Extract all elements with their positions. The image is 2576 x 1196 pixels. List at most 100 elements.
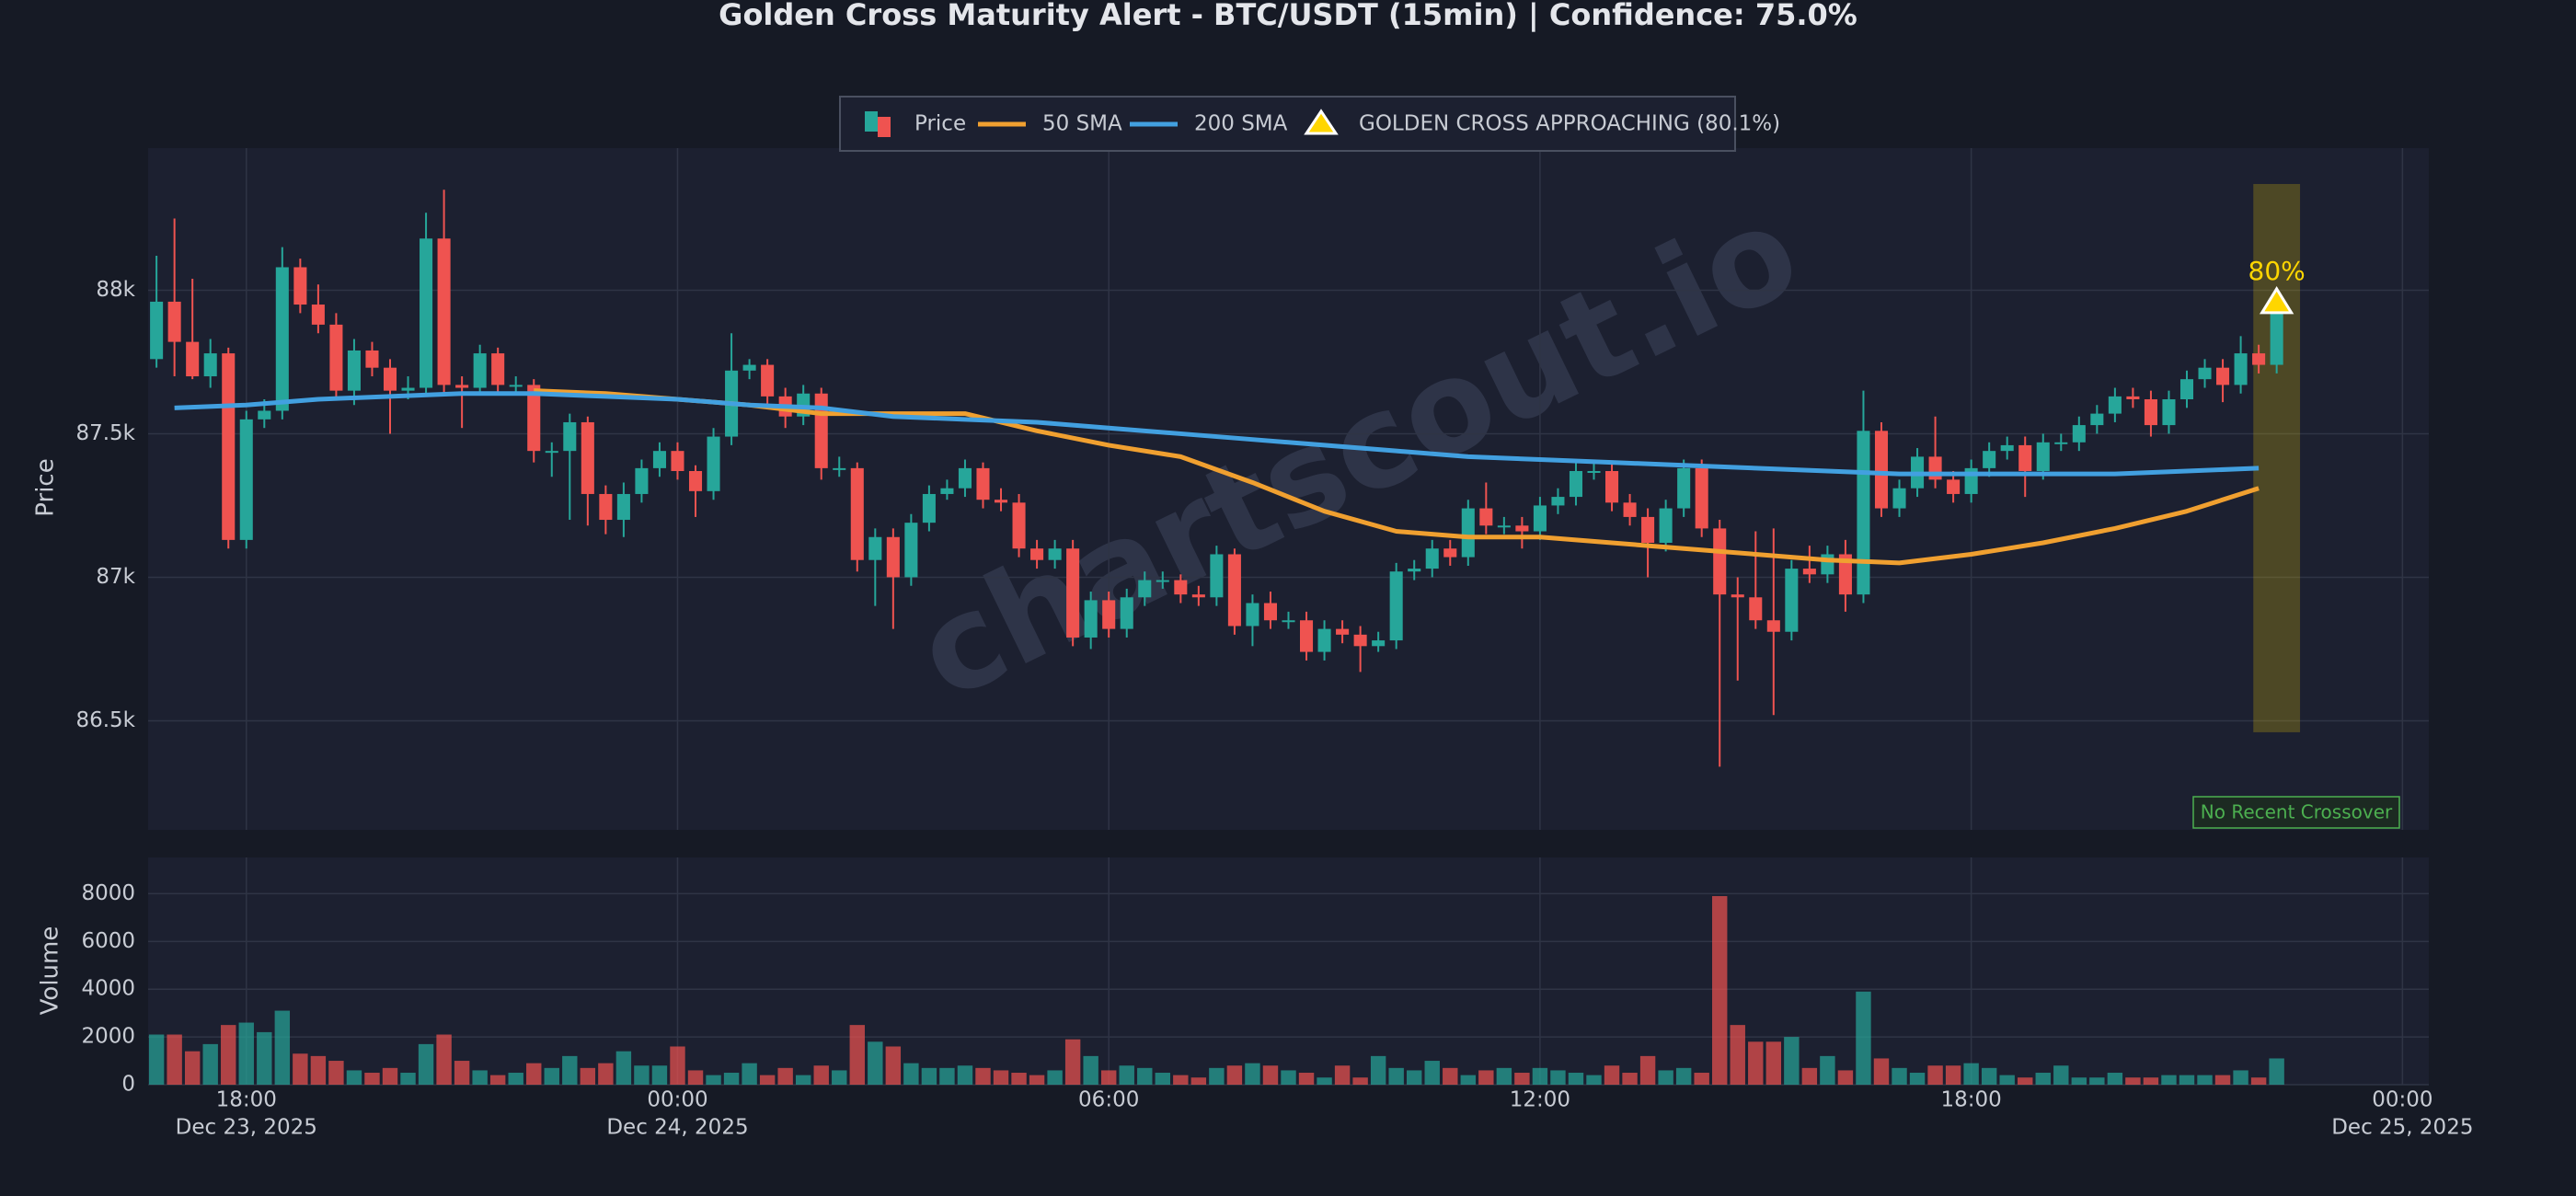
candle-body — [2018, 444, 2032, 471]
candle-body — [922, 493, 936, 523]
volume-bar — [742, 1063, 757, 1085]
candle-body — [1317, 628, 1331, 652]
candle-body — [868, 536, 882, 560]
volume-bar — [1532, 1067, 1548, 1085]
candle-body — [1605, 471, 1619, 503]
volume-bar — [1155, 1073, 1170, 1085]
sma-line — [174, 391, 2260, 477]
candle-body — [1569, 471, 1583, 498]
candle-body — [1857, 431, 1870, 595]
volume-bar — [2197, 1075, 2213, 1085]
y2-tick-label: 8000 — [81, 881, 135, 905]
candle-body — [2090, 413, 2104, 426]
candle-body — [563, 421, 577, 452]
volume-bar — [1550, 1070, 1566, 1085]
volume-bar — [400, 1073, 416, 1085]
y2-tick-label: 2000 — [81, 1025, 135, 1049]
volume-bar — [921, 1067, 937, 1085]
volume-bar — [2143, 1077, 2159, 1085]
candle-body — [1641, 516, 1655, 543]
candle-body — [347, 350, 361, 391]
volume-bar — [2089, 1077, 2105, 1085]
candle-body — [275, 267, 289, 411]
volume-bar — [472, 1070, 488, 1085]
legend-label: 50 SMA — [1042, 112, 1122, 136]
candle-body — [2072, 425, 2086, 443]
candle-body — [167, 301, 181, 342]
candle-body — [1677, 467, 1691, 509]
volume-bar — [1873, 1058, 1890, 1085]
candle-body — [2198, 367, 2212, 380]
candle-body — [833, 467, 846, 470]
candle-body — [616, 493, 630, 521]
volume-bar — [1784, 1037, 1800, 1085]
volume-bar — [903, 1063, 919, 1085]
volume-bar — [832, 1070, 847, 1085]
candle-body — [1120, 597, 1133, 629]
volume-bar — [1765, 1041, 1782, 1085]
legend-label: 200 SMA — [1194, 112, 1288, 136]
volume-bar — [1352, 1077, 1368, 1085]
volume-bar — [1496, 1067, 1512, 1085]
volume-bar — [1317, 1077, 1332, 1085]
candle-body — [652, 451, 666, 468]
volume-bar — [1981, 1067, 1997, 1085]
volume-bar — [993, 1070, 1009, 1085]
candle-body — [958, 467, 972, 489]
y-tick-label: 86.5k — [75, 708, 135, 732]
volume-bar — [2125, 1077, 2141, 1085]
volume-bar — [1173, 1075, 1189, 1085]
candle-body — [2126, 396, 2140, 399]
volume-bar — [580, 1067, 596, 1085]
volume-bar — [526, 1063, 542, 1085]
y2-tick-label: 0 — [121, 1073, 135, 1097]
volume-bar — [2107, 1073, 2123, 1085]
status-text: No Recent Crossover — [2201, 801, 2393, 823]
signal-text: 80% — [2248, 256, 2306, 286]
volume-panel — [148, 857, 2429, 1085]
candle-body — [545, 451, 558, 454]
candle-body — [258, 410, 271, 420]
volume-bar — [1837, 1070, 1854, 1085]
volume-bar — [1245, 1063, 1260, 1085]
volume-bar — [1712, 896, 1728, 1085]
volume-bar — [274, 1010, 291, 1085]
volume-bar — [1748, 1041, 1764, 1085]
candle-body — [1336, 628, 1350, 635]
volume-bar — [868, 1041, 883, 1085]
x-tick-label: 06:00 — [1078, 1088, 1139, 1112]
candle-body — [2144, 399, 2157, 426]
volume-bar — [1999, 1075, 2015, 1085]
volume-bar — [544, 1067, 559, 1085]
signal-band — [2253, 184, 2301, 732]
candle-body — [1263, 603, 1278, 621]
candle-body — [1874, 431, 1889, 509]
volume-bar — [939, 1067, 955, 1085]
volume-bar — [1262, 1065, 1279, 1085]
candle-body — [976, 467, 990, 500]
volume-bar — [687, 1070, 704, 1085]
x-tick-label: 12:00 — [1510, 1088, 1570, 1112]
volume-bar — [562, 1055, 578, 1085]
volume-bar — [454, 1061, 470, 1085]
volume-bar — [1100, 1070, 1117, 1085]
candle-body — [1623, 502, 1637, 517]
volume-bar — [2161, 1075, 2177, 1085]
candle-body — [1821, 554, 1834, 575]
candle-body — [1282, 620, 1295, 623]
candle-body — [1066, 548, 1080, 638]
volume-bar — [723, 1073, 740, 1085]
volume-bar — [1622, 1073, 1638, 1085]
volume-bar — [1281, 1070, 1296, 1085]
volume-bar — [1963, 1063, 1979, 1085]
volume-bar — [1568, 1073, 1584, 1085]
x-tick-label: 00:00 — [647, 1088, 707, 1112]
candle-body — [1227, 554, 1241, 627]
candle-body — [329, 324, 343, 391]
candle-body — [2108, 396, 2122, 414]
volume-bar — [651, 1065, 668, 1085]
volume-bar — [813, 1065, 829, 1085]
volume-bar — [1298, 1073, 1315, 1085]
volume-bar — [2250, 1077, 2267, 1085]
